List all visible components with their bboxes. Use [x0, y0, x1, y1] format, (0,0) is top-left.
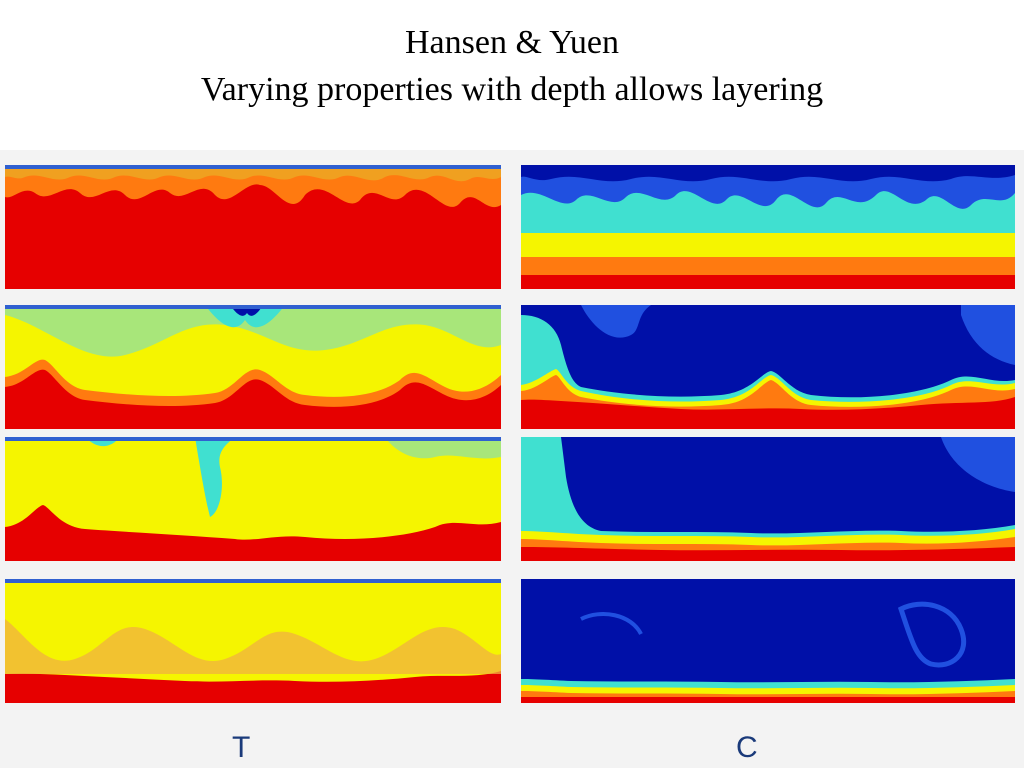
title-line-2: Varying properties with depth allows lay… [200, 71, 824, 108]
c-panel-3 [521, 437, 1015, 561]
t-panel-2 [5, 305, 501, 429]
c-panel-1 [521, 165, 1015, 289]
t-panel-4 [5, 579, 501, 703]
t-panel-1 [5, 165, 501, 289]
c-panel-2 [521, 305, 1015, 429]
column-label-t: T [232, 731, 251, 764]
title-line-1: Hansen & Yuen [404, 24, 620, 61]
c-panel-4 [521, 579, 1015, 703]
t-panel-3 [5, 437, 501, 561]
column-label-c: C [736, 731, 758, 764]
